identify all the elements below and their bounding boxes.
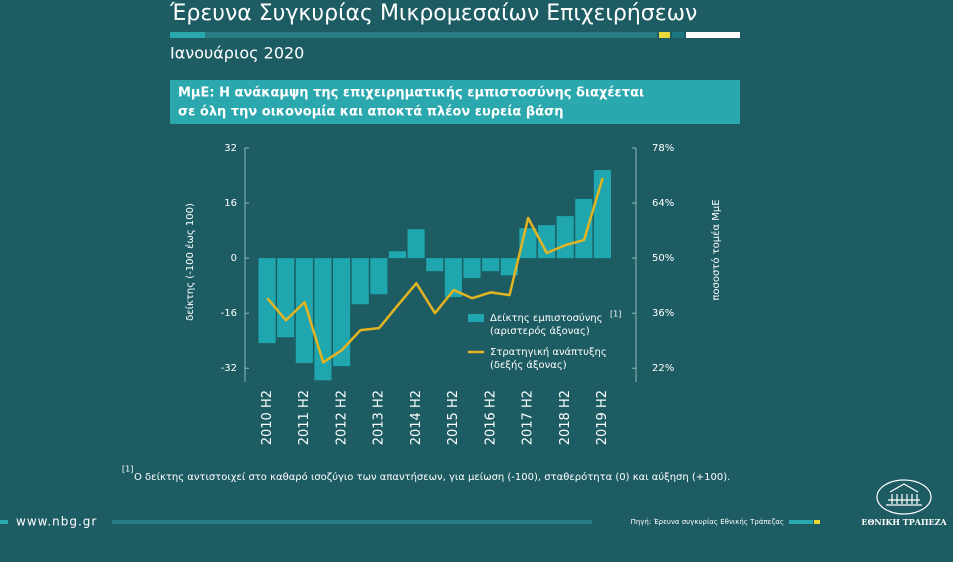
x-tick-label: 2012 H2 (334, 390, 349, 445)
deco (112, 520, 592, 524)
y-tick-label: 0 (231, 253, 237, 264)
y-tick-label: 16 (224, 198, 237, 209)
bar (593, 170, 611, 259)
bar (444, 258, 462, 298)
y2-tick-label: 50% (652, 253, 674, 264)
deco (814, 520, 820, 524)
footnote: Ο δείκτης αντιστοιχεί στο καθαρό ισοζύγι… (134, 471, 730, 483)
url: www.nbg.gr (16, 515, 97, 529)
y2-tick-label: 78% (652, 143, 674, 154)
x-tick-label: 2017 H2 (521, 390, 536, 445)
x-tick-label: 2011 H2 (297, 390, 312, 445)
deco (659, 32, 670, 38)
line (266, 177, 604, 364)
banner (170, 80, 740, 124)
deco (205, 32, 657, 38)
bar (277, 258, 295, 338)
legend-label: Δείκτης εμπιστοσύνης (490, 312, 603, 324)
bar (351, 258, 369, 305)
bar (407, 229, 425, 259)
x-tick-label: 2013 H2 (372, 390, 387, 445)
bar (370, 258, 388, 295)
legend-note: (αριστερός άξονας) (490, 325, 590, 337)
x-tick-label: 2016 H2 (483, 390, 498, 445)
source: Πηγή: Έρευνα συγκυρίας Εθνικής Τράπεζας (631, 518, 784, 526)
brand: ΕΘΝΙΚΗ ΤΡΑΠΕΖΑ (861, 517, 947, 527)
deco (686, 32, 740, 38)
y-tick-label: -32 (221, 363, 237, 374)
x-tick-label: 2014 H2 (409, 390, 424, 445)
banner-text: σε όλη την οικονομία και αποκτά πλέον ευ… (178, 105, 563, 120)
legend-label: Στρατηγική ανάπτυξης (490, 346, 607, 358)
bar (500, 258, 518, 276)
y2-tick-label: 36% (652, 308, 674, 319)
title: Έρευνα Συγκυρίας Μικρομεσαίων Επιχειρήσε… (169, 1, 697, 26)
bar (463, 258, 481, 279)
y-label: δείκτης (-100 έως 100) (184, 203, 196, 321)
logo (876, 479, 932, 515)
bar (537, 225, 556, 259)
bar (295, 258, 313, 364)
legend-note: (δεξής άξονας) (490, 359, 567, 371)
y-tick-label: 32 (224, 143, 237, 154)
deco (672, 32, 684, 38)
legend-swatch (468, 314, 484, 322)
x-tick-label: 2010 H2 (260, 390, 275, 445)
y-tick-label: -16 (221, 308, 237, 319)
x-tick-label: 2015 H2 (446, 390, 461, 445)
bar (258, 258, 276, 344)
subtitle: Ιανουάριος 2020 (170, 44, 304, 63)
banner-text: ΜμΕ: Η ανάκαμψη της επιχειρηματικής εμπι… (178, 86, 644, 101)
x-tick-label: 2019 H2 (595, 390, 610, 445)
deco (0, 520, 8, 524)
footnote-ref: [1] (122, 465, 133, 474)
y2-label: ποσοστό τομέα ΜμΕ (710, 199, 722, 300)
deco (170, 32, 205, 38)
bar (575, 198, 593, 259)
bar (482, 258, 500, 272)
bar (556, 216, 574, 259)
bar (388, 251, 407, 259)
legend-ref: [1] (610, 310, 621, 319)
bar (333, 258, 351, 367)
bar (426, 258, 444, 272)
y2-tick-label: 64% (652, 198, 674, 209)
deco (789, 520, 813, 524)
x-tick-label: 2018 H2 (558, 390, 573, 445)
y2-tick-label: 22% (652, 363, 674, 374)
